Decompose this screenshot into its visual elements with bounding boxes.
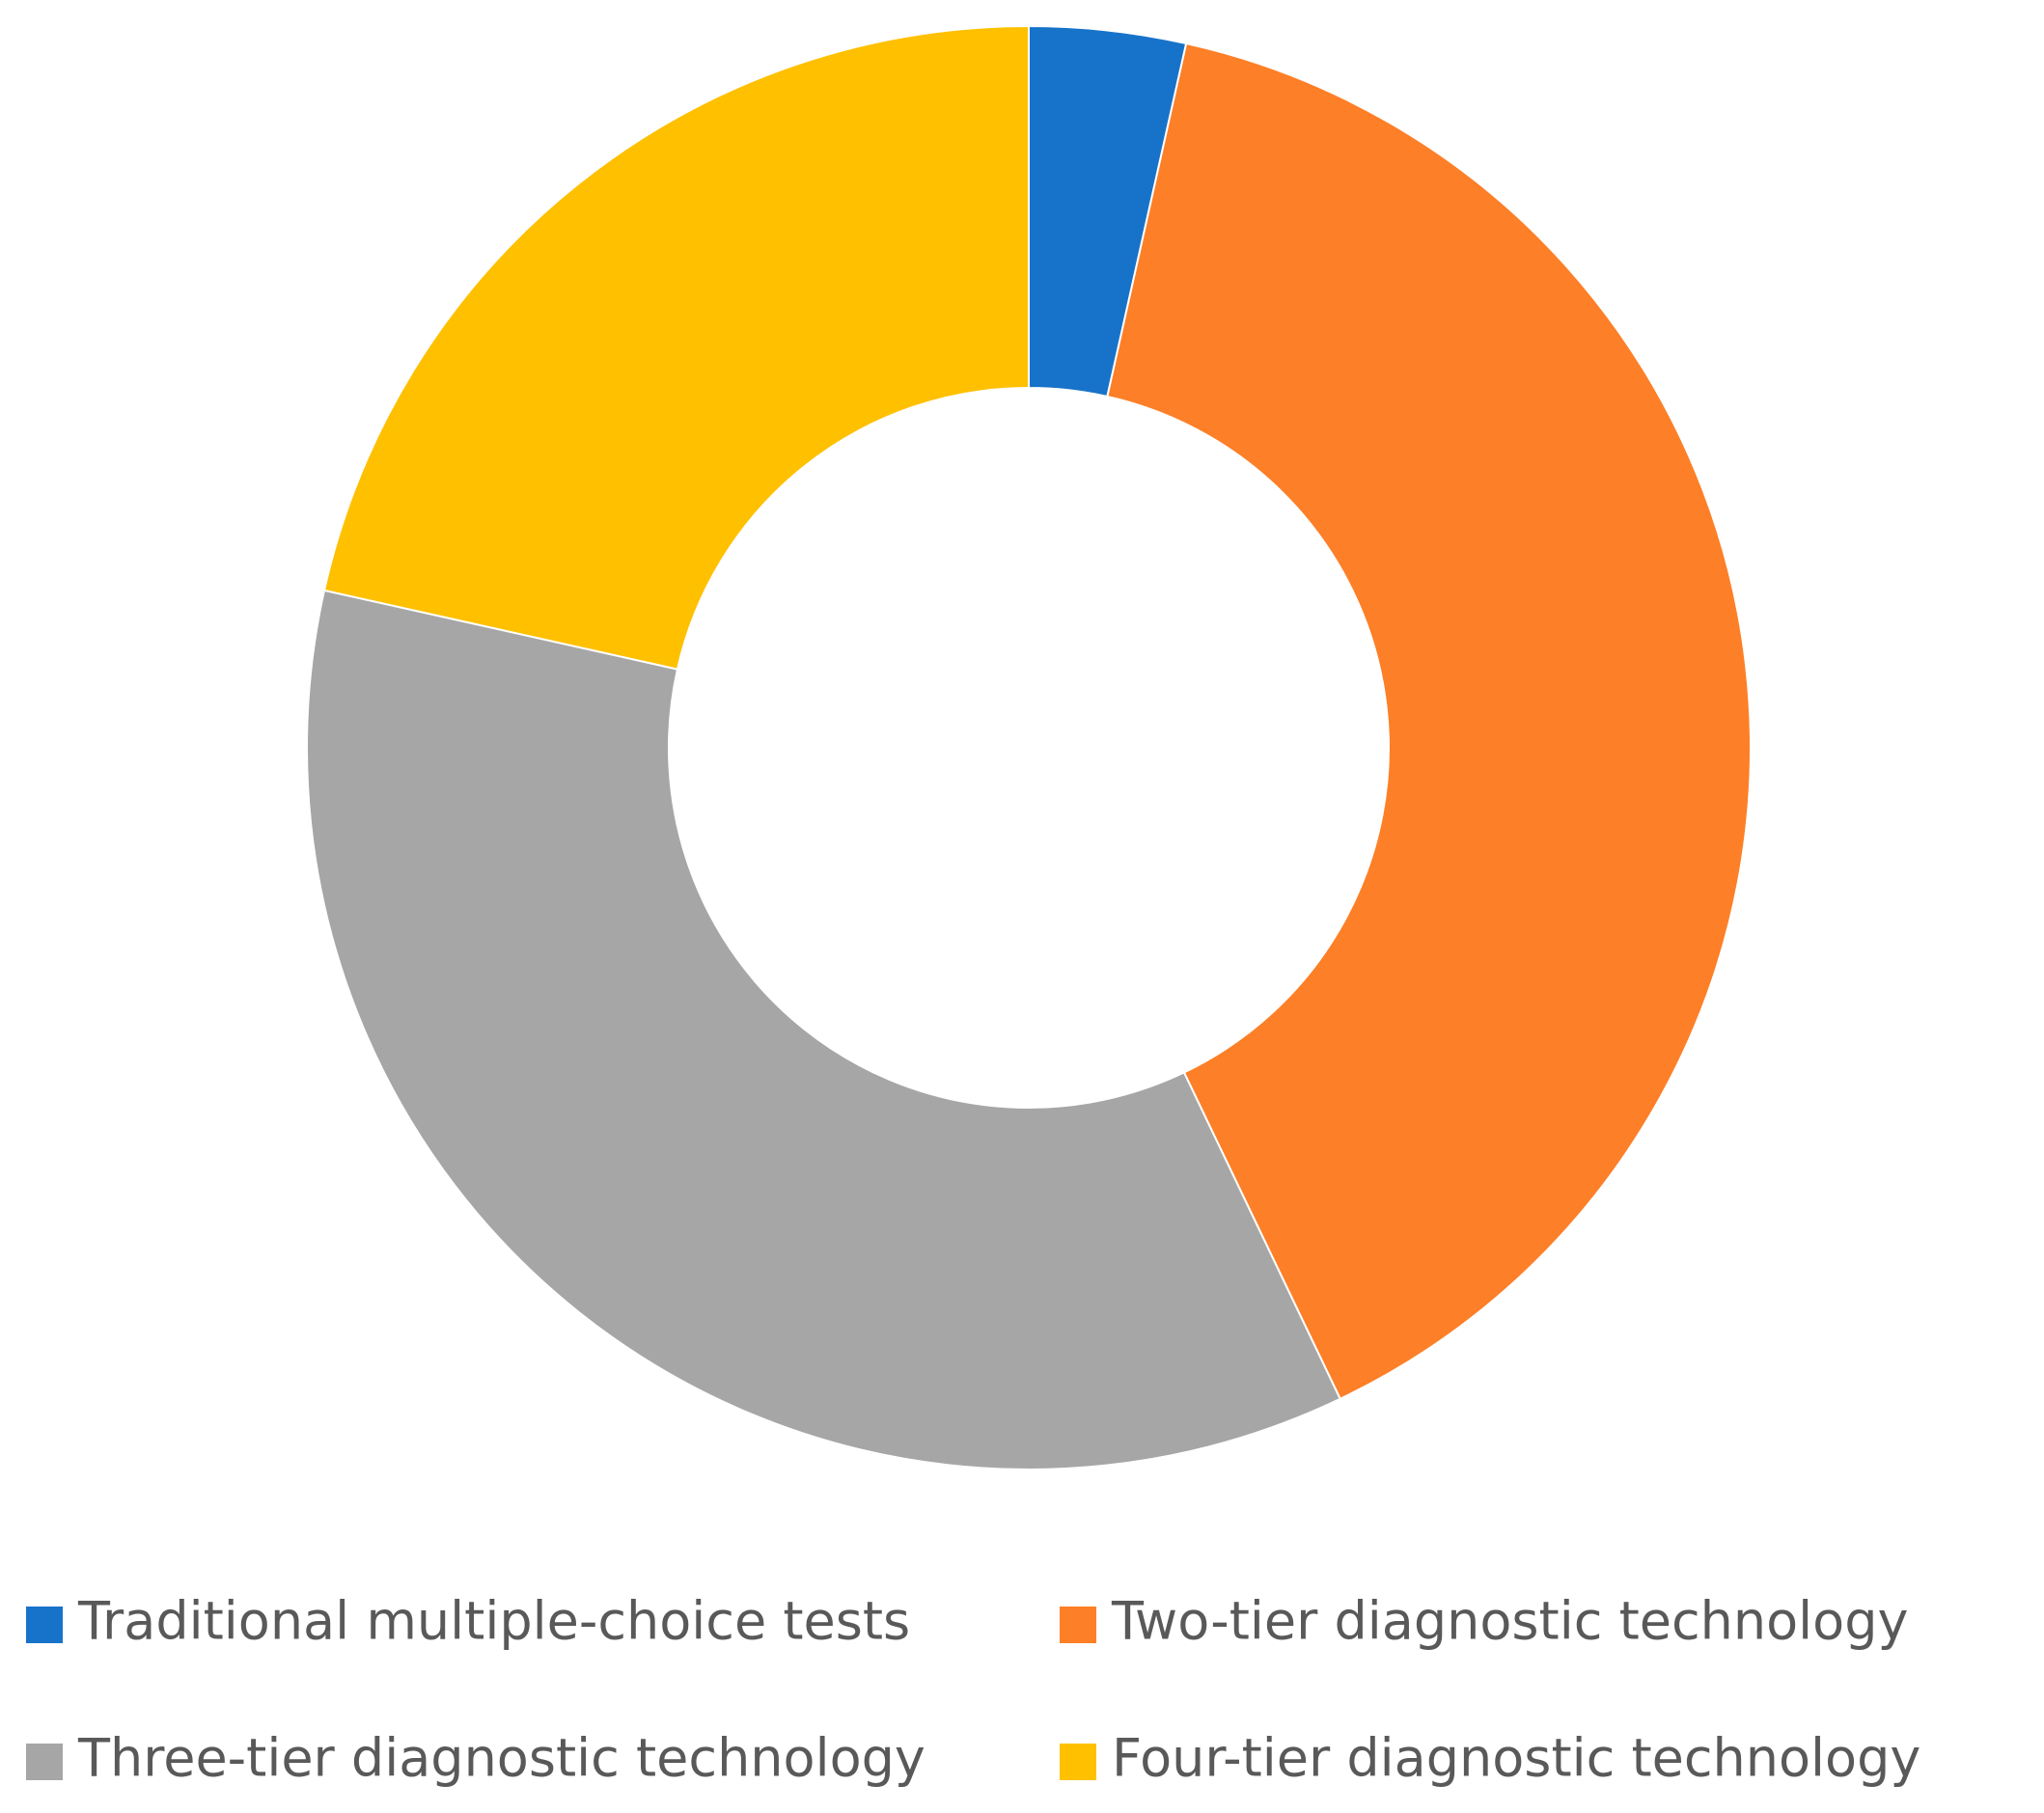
legend-swatch [26, 1744, 63, 1780]
legend-label: Three-tier diagnostic technology [77, 1728, 925, 1789]
legend-label: Traditional multiple-choice tests [77, 1591, 910, 1652]
legend-swatch [1060, 1607, 1096, 1643]
donut-slice [1106, 41, 1752, 1401]
legend-swatch [26, 1607, 63, 1643]
donut-slice [322, 24, 1030, 671]
legend-swatch [1060, 1744, 1096, 1780]
legend-label: Four-tier diagnostic technology [1112, 1728, 1920, 1789]
legend-label: Two-tier diagnostic technology [1111, 1591, 1908, 1652]
donut-slice [306, 589, 1342, 1470]
